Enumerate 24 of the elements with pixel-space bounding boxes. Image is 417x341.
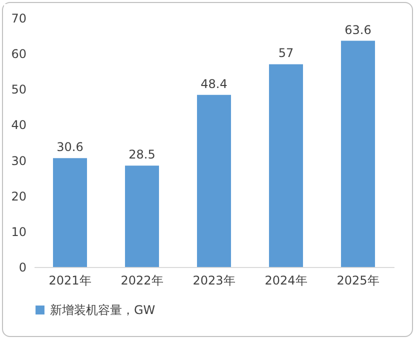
data-label: 30.6 xyxy=(56,140,84,154)
data-label: 28.5 xyxy=(128,148,156,162)
data-label: 48.4 xyxy=(200,76,228,91)
y-tick-label: 70 xyxy=(11,12,26,26)
bar xyxy=(341,40,375,267)
y-tick-label: 20 xyxy=(11,189,26,204)
bar xyxy=(269,64,303,267)
legend-label: 新增装机容量，GW xyxy=(50,303,156,317)
y-tick-label: 50 xyxy=(11,82,26,97)
y-tick-label: 0 xyxy=(18,260,26,274)
data-label: 57 xyxy=(278,46,294,60)
y-tick-label: 60 xyxy=(11,47,26,62)
bar xyxy=(125,166,159,267)
y-tick-label: 30 xyxy=(11,154,26,168)
data-label: 63.6 xyxy=(344,22,372,37)
x-tick-label: 2024年 xyxy=(264,274,308,288)
bar xyxy=(197,94,231,267)
y-tick-label: 40 xyxy=(11,118,26,132)
y-tick-label: 10 xyxy=(11,224,26,239)
x-tick-label: 2022年 xyxy=(120,274,164,288)
x-tick-label: 2021年 xyxy=(48,274,92,288)
bar xyxy=(53,158,87,267)
x-tick-label: 2023年 xyxy=(192,274,236,288)
x-tick-label: 2025年 xyxy=(336,274,380,288)
